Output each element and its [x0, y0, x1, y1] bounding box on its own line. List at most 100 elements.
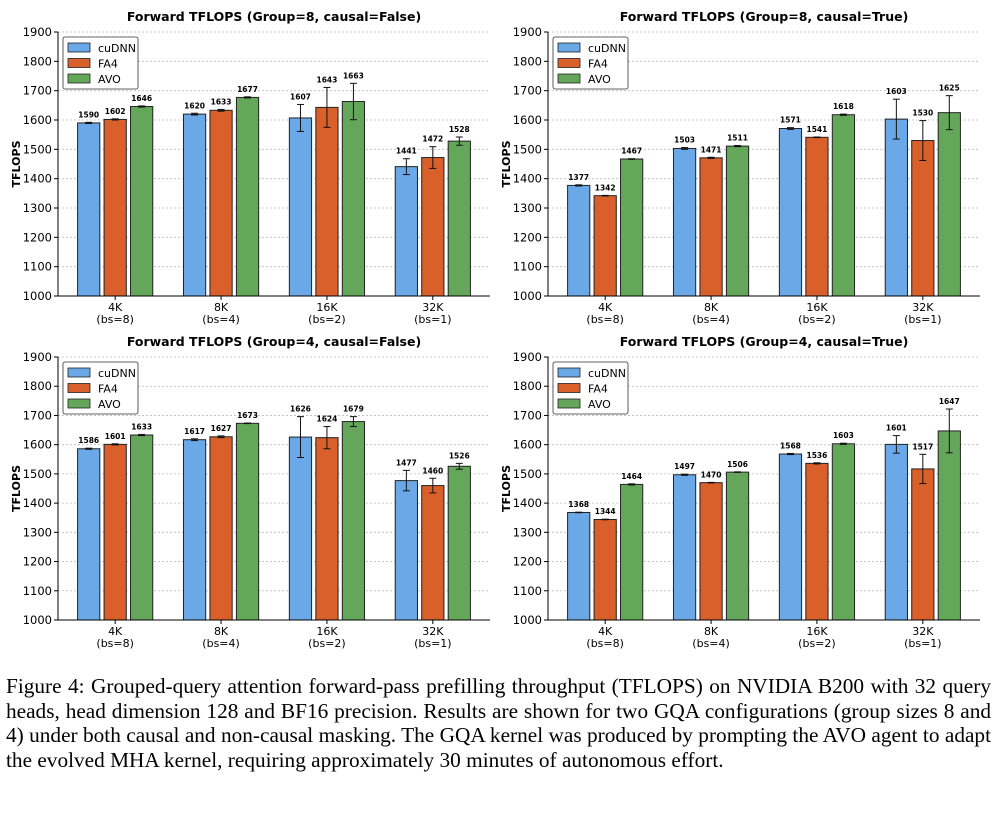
- bar-fa4-4K: [103, 118, 127, 297]
- bar-cudnn-32K: [394, 480, 418, 621]
- bar-avo-16K: [831, 443, 856, 621]
- x-tick-sublabel: (bs=4): [202, 313, 240, 326]
- data-label: 1679: [343, 405, 364, 414]
- legend: cuDNN FA4 AVO: [62, 36, 139, 90]
- y-tick-label: 1900: [23, 25, 52, 39]
- x-tick-sublabel: (bs=1): [904, 313, 942, 326]
- data-label: 1663: [343, 71, 364, 80]
- bar-fa4-16K: [315, 437, 339, 621]
- legend: cuDNN FA4 AVO: [552, 36, 629, 90]
- data-label: 1624: [317, 415, 338, 424]
- bar-cudnn-32K: [884, 443, 908, 621]
- data-label: 1536: [807, 451, 828, 460]
- figure-panels: Forward TFLOPS (Group=8, causal=False) TF…: [10, 9, 980, 650]
- data-label: 1511: [727, 134, 748, 143]
- legend-label-fa4: FA4: [98, 58, 118, 71]
- bar-fa4-4K: [593, 195, 617, 297]
- y-axis-label: TFLOPS: [500, 140, 513, 187]
- data-label: 1625: [939, 84, 960, 93]
- bar-fa4-32K: [421, 157, 445, 297]
- x-tick-sublabel: (bs=4): [202, 637, 240, 650]
- y-tick-label: 1500: [513, 467, 542, 481]
- data-label: 1526: [449, 451, 470, 460]
- bar-fa4-8K: [209, 436, 233, 621]
- y-tick-label: 1400: [23, 172, 52, 186]
- y-tick-label: 1600: [23, 438, 52, 452]
- bar-avo-32K: [447, 140, 471, 297]
- y-tick-label: 1000: [23, 289, 52, 303]
- data-label: 1477: [396, 458, 417, 467]
- data-label: 1633: [131, 422, 152, 431]
- y-tick-label: 1500: [23, 467, 52, 481]
- data-label: 1368: [568, 500, 589, 509]
- y-tick-label: 1600: [513, 113, 542, 127]
- bar-fa4-16K: [805, 462, 829, 621]
- y-tick-label: 1800: [513, 54, 542, 68]
- data-label: 1517: [912, 442, 933, 451]
- y-axis-label: TFLOPS: [10, 465, 23, 512]
- x-tick-sublabel: (bs=8): [96, 313, 134, 326]
- y-tick-label: 1100: [513, 260, 542, 274]
- y-tick-label: 1100: [23, 584, 52, 598]
- bar-avo-16K: [341, 421, 366, 621]
- legend-swatch-fa4: [557, 383, 581, 393]
- y-tick-label: 1500: [23, 142, 52, 156]
- legend-label-avo: AVO: [588, 73, 611, 86]
- bar-avo-4K: [620, 483, 644, 621]
- data-label: 1470: [701, 470, 722, 479]
- data-label: 1586: [78, 436, 99, 445]
- bar-fa4-32K: [421, 485, 445, 621]
- legend-swatch-fa4: [67, 383, 91, 393]
- x-tick-label: 8K: [214, 625, 229, 638]
- legend-swatch-avo: [67, 73, 91, 84]
- bar-fa4-4K: [593, 518, 617, 621]
- chart-title: Forward TFLOPS (Group=8, causal=True): [620, 9, 909, 24]
- bar-avo-4K: [130, 106, 154, 297]
- x-tick-label: 32K: [912, 301, 934, 314]
- chart-title: Forward TFLOPS (Group=4, causal=False): [127, 334, 421, 349]
- x-tick-label: 32K: [422, 301, 444, 314]
- data-label: 1626: [290, 405, 311, 414]
- legend-swatch-avo: [67, 398, 91, 409]
- y-tick-label: 1400: [513, 172, 542, 186]
- data-label: 1603: [886, 87, 907, 96]
- data-label: 1617: [184, 427, 205, 436]
- x-tick-label: 32K: [422, 625, 444, 638]
- bar-cudnn-8K: [182, 439, 207, 621]
- legend-swatch-cudnn: [557, 367, 581, 378]
- y-tick-label: 1000: [513, 613, 542, 627]
- bar-avo-16K: [831, 114, 856, 297]
- bar-cudnn-4K: [567, 184, 591, 297]
- bar-avo-8K: [235, 96, 260, 297]
- y-tick-label: 1100: [23, 260, 52, 274]
- data-label: 1603: [833, 431, 854, 440]
- legend-label-fa4: FA4: [98, 383, 118, 396]
- x-tick-label: 16K: [806, 301, 828, 314]
- data-label: 1464: [621, 472, 642, 481]
- y-axis-label: TFLOPS: [10, 140, 23, 187]
- x-tick-label: 4K: [598, 301, 613, 314]
- y-tick-label: 1300: [513, 201, 542, 215]
- y-tick-label: 1300: [513, 525, 542, 539]
- legend-label-cudnn: cuDNN: [98, 367, 136, 380]
- bar-avo-4K: [620, 158, 644, 297]
- data-label: 1541: [807, 125, 828, 134]
- data-label: 1471: [701, 145, 722, 154]
- x-tick-sublabel: (bs=2): [798, 637, 836, 650]
- bar-avo-8K: [725, 145, 750, 297]
- legend-swatch-fa4: [557, 58, 581, 68]
- data-label: 1607: [290, 92, 311, 101]
- bar-fa4-32K: [911, 468, 935, 621]
- bar-cudnn-8K: [182, 113, 207, 297]
- data-label: 1441: [396, 147, 417, 156]
- x-tick-sublabel: (bs=8): [586, 637, 624, 650]
- y-tick-label: 1000: [513, 289, 542, 303]
- legend: cuDNN FA4 AVO: [552, 361, 629, 415]
- bar-cudnn-16K: [778, 453, 803, 621]
- legend-label-avo: AVO: [98, 73, 121, 86]
- data-label: 1460: [422, 466, 443, 475]
- chart-panel-3: Forward TFLOPS (Group=4, causal=False) TF…: [10, 334, 490, 650]
- bar-cudnn-16K: [288, 117, 313, 297]
- bar-cudnn-8K: [672, 474, 697, 621]
- y-tick-label: 1700: [513, 408, 542, 422]
